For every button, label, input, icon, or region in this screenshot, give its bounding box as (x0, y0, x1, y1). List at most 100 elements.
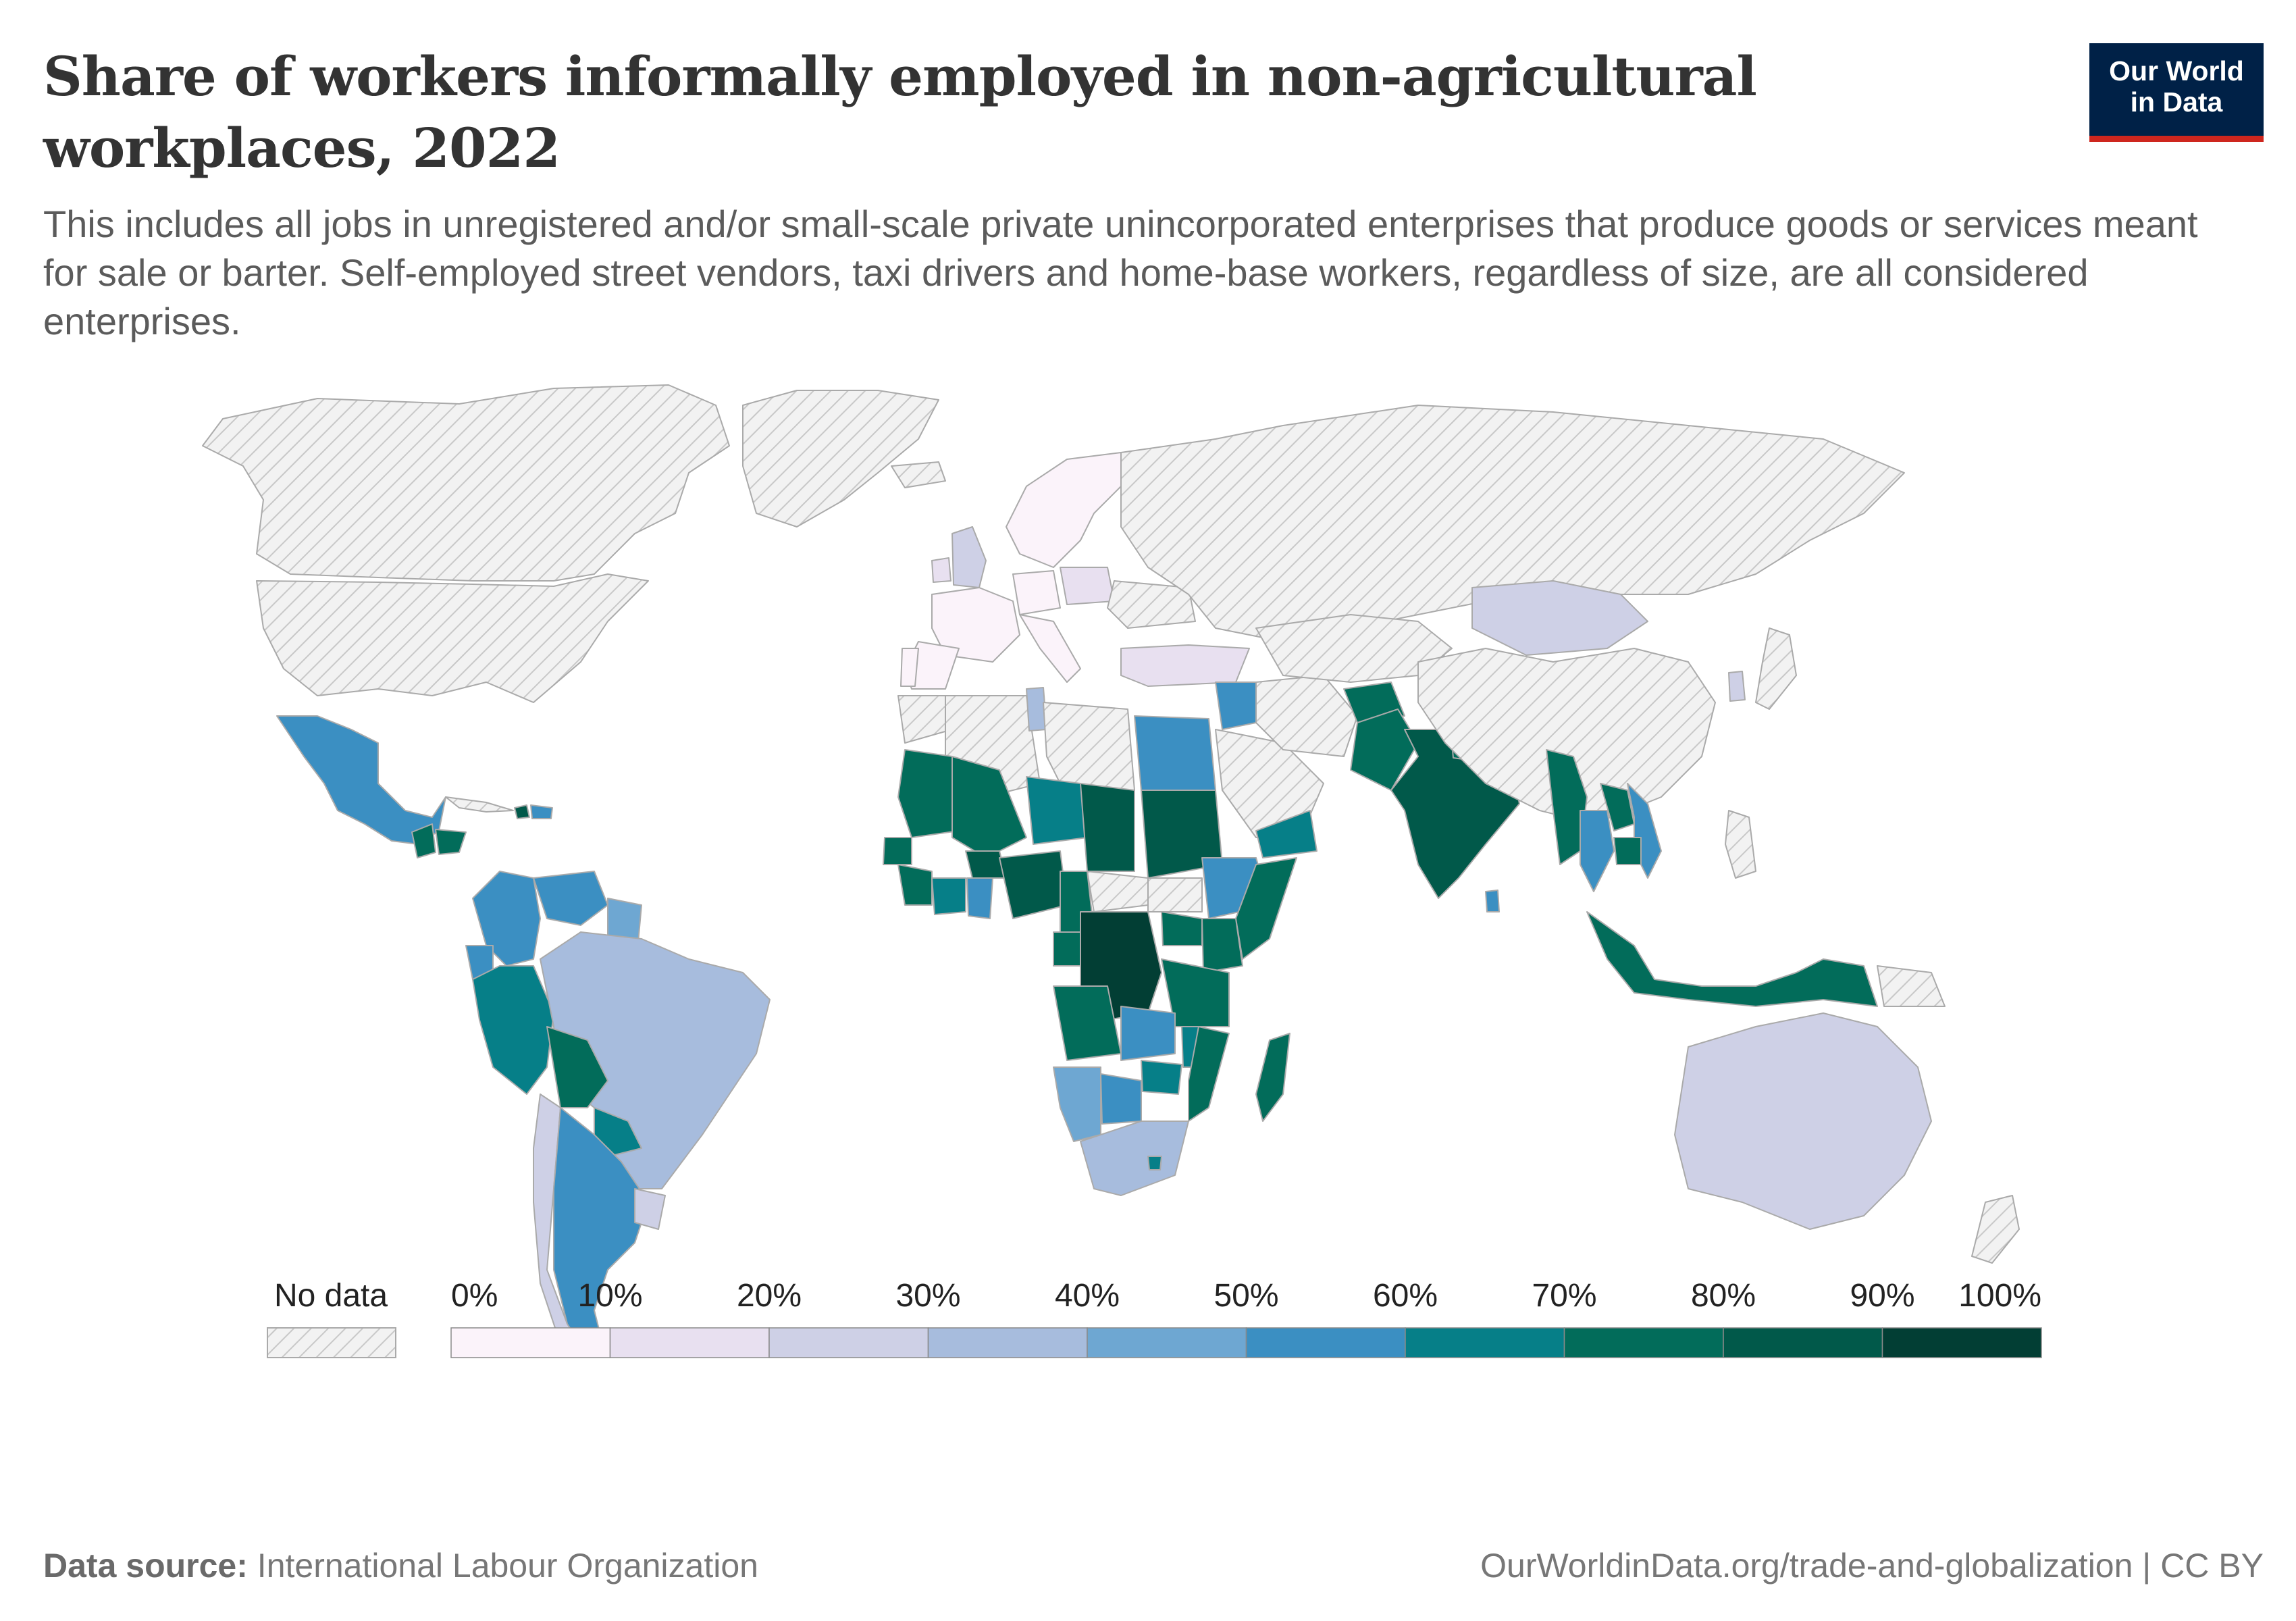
data-source-name: International Labour Organization (257, 1547, 758, 1585)
country-lesotho[interactable]: Lesotho (1147, 1156, 1162, 1170)
country-mongolia[interactable]: Mongolia (1471, 580, 1648, 656)
country-venezuela[interactable]: Venezuela (533, 871, 608, 926)
legend-tick-label-4: 40% (1055, 1278, 1120, 1314)
country-cuba[interactable]: Cuba (445, 796, 514, 813)
country-argentina[interactable]: Argentina (553, 1107, 649, 1345)
country-kenya[interactable]: Kenya (1201, 918, 1243, 973)
country-cambodia[interactable]: Cambodia (1613, 837, 1642, 865)
country-guinea[interactable]: Guinea (897, 864, 933, 906)
country-ivory-coast[interactable]: Ivory Coast (931, 877, 966, 915)
country-niger[interactable]: Niger (1026, 776, 1088, 845)
legend-tick-label-3: 30% (895, 1278, 960, 1314)
country-tanzania[interactable]: Tanzania (1161, 958, 1230, 1027)
legend-swatch-7 (1563, 1327, 1724, 1358)
data-source-line: Data source: International Labour Organi… (43, 1545, 758, 1586)
country-senegal[interactable]: Senegal (883, 837, 912, 865)
country-china[interactable]: China (1417, 648, 1716, 825)
country-egypt[interactable]: Egypt (1134, 715, 1216, 791)
legend-tick-label-8: 80% (1691, 1278, 1756, 1314)
url-license[interactable]: OurWorldinData.org/trade-and-globalizati… (1480, 1547, 2264, 1585)
country-united-states[interactable]: United States (256, 573, 649, 703)
legend-tick-label-end: 100% (1958, 1278, 2041, 1314)
country-greenland[interactable]: Greenland (742, 390, 939, 528)
country-somalia[interactable]: Somalia (1235, 857, 1297, 960)
legend-no-data-swatch (267, 1327, 396, 1358)
country-indonesia[interactable]: Indonesia (1586, 911, 1878, 1007)
country-japan[interactable]: Japan (1755, 627, 1797, 710)
world-map: CanadaUnited States Greenland MexicoGuatem… (202, 384, 2042, 1358)
owid-logo[interactable]: Our World in Data (2089, 43, 2264, 142)
country-scandinavia[interactable]: Scandinavia (1006, 452, 1122, 568)
country-sri-lanka[interactable]: Sri Lanka (1485, 890, 1500, 912)
country-canada[interactable]: Canada (202, 384, 730, 582)
country-namibia[interactable]: Namibia (1053, 1066, 1101, 1142)
legend-tick-label-1: 10% (577, 1278, 642, 1314)
legend-swatch-9 (1881, 1327, 2042, 1358)
country-australia[interactable]: Australia (1674, 1012, 1932, 1230)
country-bolivia[interactable]: Bolivia (546, 1026, 608, 1108)
country-central-african-republic[interactable]: Central African Republic (1087, 871, 1149, 912)
data-source-label: Data source: (43, 1547, 248, 1585)
legend-swatch-4 (1087, 1327, 1247, 1358)
country-haiti[interactable]: Haiti (514, 804, 530, 819)
country-honduras[interactable]: Honduras (435, 829, 467, 855)
country-italy[interactable]: Italy (1019, 614, 1081, 683)
country-nigeria[interactable]: Nigeria (999, 850, 1068, 919)
country-south-sudan[interactable]: South Sudan (1147, 877, 1203, 912)
legend-tick-label-5: 50% (1214, 1278, 1278, 1314)
country-yemen[interactable]: Yemen (1255, 810, 1317, 858)
country-uruguay[interactable]: Uruguay (634, 1188, 666, 1230)
legend-swatch-8 (1723, 1327, 1883, 1358)
legend-swatch-5 (1245, 1327, 1406, 1358)
country-germany[interactable]: Germany (1012, 570, 1061, 615)
legend-swatch-6 (1405, 1327, 1565, 1358)
country-gabon[interactable]: Gabon (1053, 931, 1081, 967)
country-south-korea[interactable]: South Korea (1728, 671, 1746, 702)
legend-tick-label-7: 70% (1532, 1278, 1596, 1314)
country-new-zealand[interactable]: New Zealand (1971, 1195, 2020, 1264)
legend-swatch-0 (450, 1327, 611, 1358)
legend-tick-label-9: 90% (1850, 1278, 1914, 1314)
country-paraguay[interactable]: Paraguay (594, 1107, 642, 1156)
country-ireland[interactable]: Ireland (931, 557, 951, 583)
legend-swatch-2 (768, 1327, 929, 1358)
country-morocco[interactable]: Morocco (897, 695, 953, 744)
country-poland[interactable]: Poland (1060, 567, 1115, 605)
country-botswana[interactable]: Botswana (1100, 1073, 1142, 1125)
logo-line-1: Our World (2109, 55, 2244, 86)
country-united-kingdom[interactable]: United Kingdom (951, 526, 987, 588)
country-peru[interactable]: Peru (472, 965, 554, 1095)
country-mali[interactable]: Mali (951, 756, 1027, 858)
country-zambia[interactable]: Zambia (1120, 1006, 1176, 1061)
legend-tick-label-2: 20% (737, 1278, 802, 1314)
color-legend: No data 0% 10% 20% 30% 40% 50% 60% 70% 80% 90% 100… (267, 1278, 2042, 1358)
country-papua-new-guinea[interactable]: Papua New Guinea (1877, 965, 1946, 1007)
legend-bins: 0% 10% 20% 30% 40% 50% 60% 70% 80% 90% 100% (450, 1278, 2042, 1358)
country-uganda[interactable]: Uganda (1161, 911, 1203, 946)
country-thailand[interactable]: Thailand (1580, 810, 1615, 892)
country-chad[interactable]: Chad (1080, 783, 1135, 872)
country-pakistan[interactable]: Pakistan (1350, 709, 1419, 791)
country-portugal[interactable]: Portugal (900, 648, 919, 687)
country-madagascar[interactable]: Madagascar (1255, 1033, 1290, 1122)
country-iceland[interactable]: Iceland (891, 461, 946, 488)
country-dominican-republic[interactable]: Dominican Republic (530, 804, 553, 819)
legend-swatch-3 (927, 1327, 1088, 1358)
legend-tick-label-0: 0% (451, 1278, 498, 1314)
country-south-africa[interactable]: South Africa (1080, 1121, 1189, 1196)
country-mexico[interactable]: Mexico (276, 715, 446, 845)
country-zimbabwe[interactable]: Zimbabwe (1141, 1060, 1182, 1095)
country-mozambique[interactable]: Mozambique (1188, 1026, 1230, 1122)
country-russia[interactable]: Russia (1120, 405, 1905, 642)
legend-no-data-label: No data (274, 1278, 388, 1314)
country-guatemala[interactable]: Guatemala (411, 823, 436, 858)
legend-swatch-1 (609, 1327, 770, 1358)
country-ghana[interactable]: Ghana (966, 877, 993, 919)
chart-title: Share of workers informally employed in … (43, 45, 1757, 180)
country-turkey[interactable]: Turkey (1120, 644, 1250, 687)
country-iraq[interactable]: Iraq (1215, 681, 1257, 730)
country-burkina-faso[interactable]: Burkina Faso (965, 850, 1007, 879)
country-mauritania[interactable]: Mauritania (897, 749, 960, 838)
country-france[interactable]: France (931, 587, 1020, 663)
country-philippines[interactable]: Philippines (1725, 810, 1756, 879)
